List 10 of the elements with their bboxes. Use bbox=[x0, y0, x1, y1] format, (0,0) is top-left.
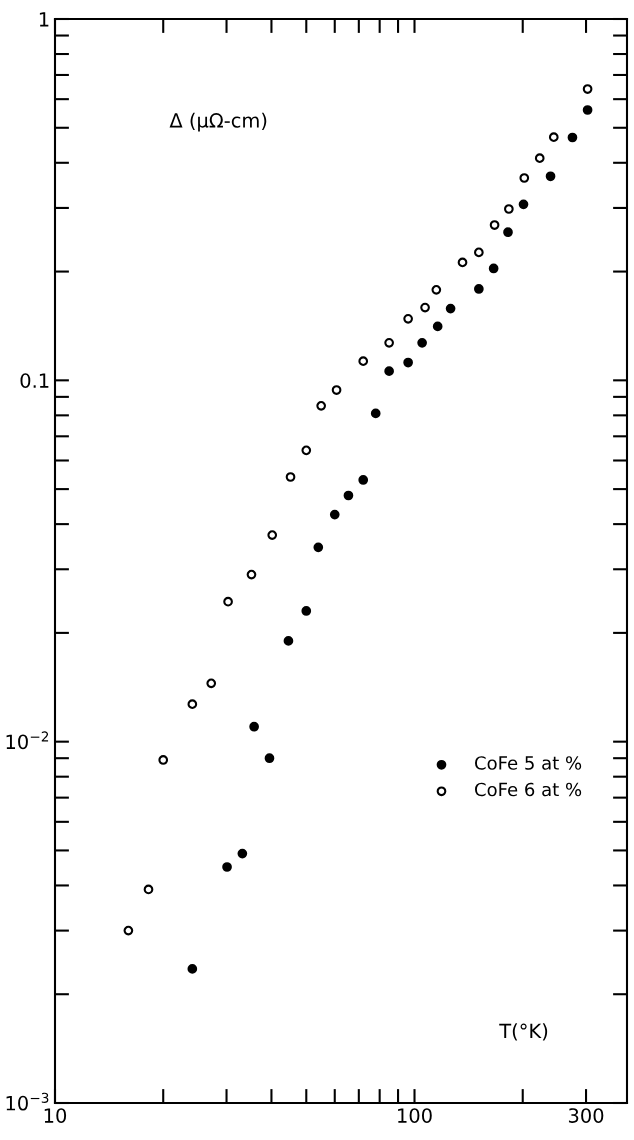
x-tick-label: 300 bbox=[568, 1108, 604, 1123]
y-tick-label: 1 bbox=[39, 12, 49, 27]
x-tick-label: 100 bbox=[398, 1108, 432, 1123]
x-axis-title: T(°K) bbox=[499, 1023, 548, 1041]
y-tick-label: 10$^{−2}$ bbox=[6, 731, 49, 750]
legend-label: CoFe 5 at % bbox=[475, 756, 582, 770]
x-tick-label: 10 bbox=[44, 1108, 67, 1123]
y-tick-label: 0.1 bbox=[20, 373, 49, 388]
y-axis-title: Δ (μΩ-cm) bbox=[169, 112, 267, 132]
legend-label: CoFe 6 at % bbox=[475, 782, 582, 797]
